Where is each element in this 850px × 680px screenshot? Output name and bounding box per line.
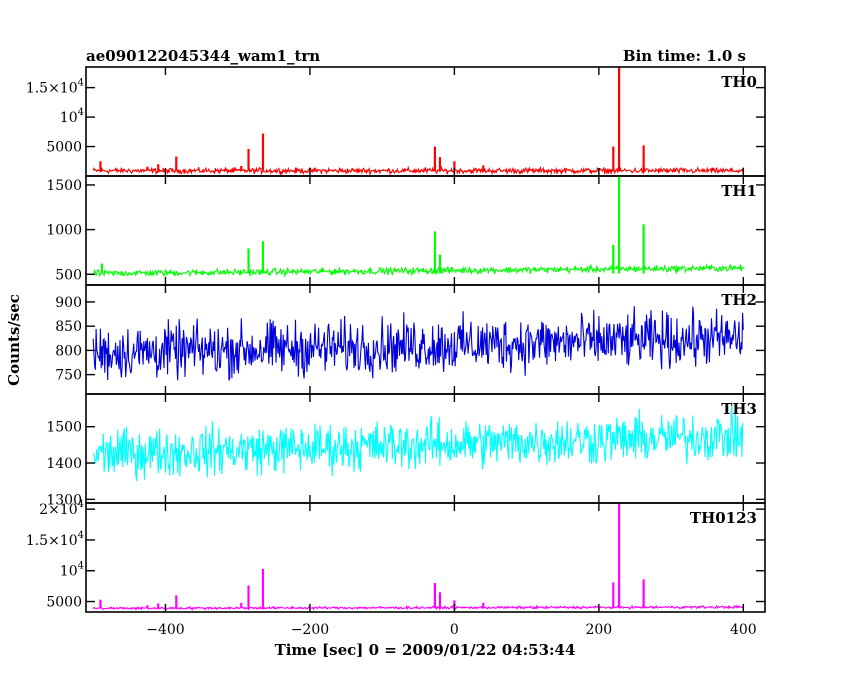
y-tick-label: 5000 — [46, 595, 82, 611]
x-tick-label: −200 — [291, 622, 329, 638]
x-axis-label: Time [sec] 0 = 2009/01/22 04:53:44 — [275, 641, 576, 659]
y-tick-label: 104 — [60, 107, 84, 126]
y-axis-label: Counts/sec — [5, 294, 23, 386]
series-line-th3 — [92, 404, 744, 481]
panel-frame-th0123 — [85, 502, 766, 613]
chart-title: ae090122045344_wam1_trn — [86, 47, 320, 65]
y-tick-label: 850 — [55, 319, 82, 335]
x-tick-label: 200 — [585, 622, 612, 638]
y-tick-label: 5000 — [46, 140, 82, 156]
y-tick-label: 1500 — [46, 178, 82, 194]
x-tick-label: 0 — [450, 622, 459, 638]
y-tick-label: 104 — [60, 561, 84, 580]
series-line-th2 — [92, 306, 744, 381]
series-line-th0 — [92, 165, 744, 176]
panel-frame-th1 — [85, 175, 766, 286]
panels-group: TH0 5000 104 1.5×104 TH1 500 1000 1500 TH2 750 800… — [26, 66, 766, 638]
y-tick-label: 1400 — [46, 456, 82, 472]
panel-frame-th0 — [85, 66, 766, 177]
x-tick-label: −400 — [146, 622, 184, 638]
y-tick-label: 900 — [55, 295, 82, 311]
y-tick-label: 1.5×104 — [26, 530, 84, 549]
y-tick-label: 1300 — [46, 492, 82, 508]
y-tick-label: 1.5×104 — [26, 78, 84, 97]
panel-label-th2: TH2 — [721, 291, 757, 309]
y-tick-label: 1500 — [46, 420, 82, 436]
y-tick-label: 750 — [55, 368, 82, 384]
series-line-th0123 — [92, 604, 744, 611]
panel-label-th0: TH0 — [721, 73, 757, 91]
y-tick-label: 2×104 — [39, 499, 84, 518]
y-tick-label: 1000 — [46, 223, 82, 239]
bin-time-label: Bin time: 1.0 s — [623, 47, 746, 65]
panel-label-th3: TH3 — [721, 400, 757, 418]
y-tick-label: 800 — [55, 343, 82, 359]
x-tick-label: 400 — [730, 622, 757, 638]
y-tick-label: 500 — [55, 267, 82, 283]
series-line-th1 — [92, 263, 744, 278]
panel-label-th0123: TH0123 — [690, 509, 757, 527]
panel-label-th1: TH1 — [721, 182, 757, 200]
